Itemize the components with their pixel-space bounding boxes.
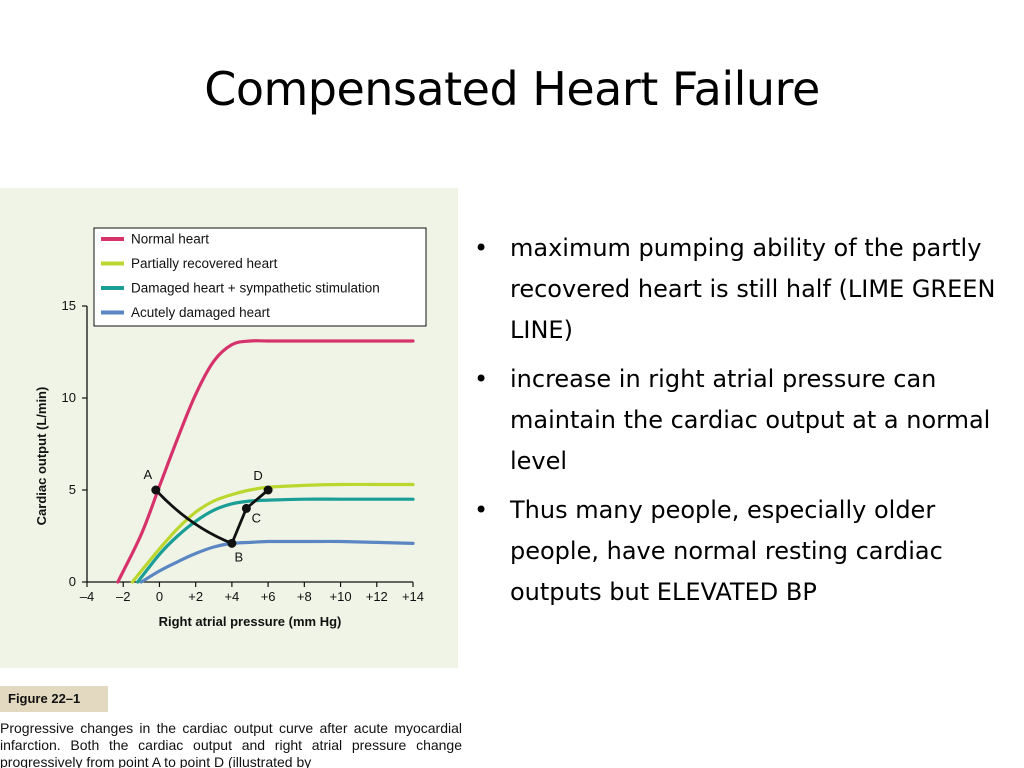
x-tick-label: +14 bbox=[402, 589, 424, 604]
path-point bbox=[151, 485, 161, 495]
x-tick-label: +4 bbox=[224, 589, 239, 604]
figure-panel: –4 –2 0 +2 +4 +6 +8 +10 +12 +14 0 5 10 15 Right atrial… bbox=[0, 188, 458, 668]
path-point bbox=[227, 538, 237, 548]
figure-caption: Progressive changes in the cardiac outpu… bbox=[0, 720, 462, 768]
bullet-item: • Thus many people, especially older peop… bbox=[470, 490, 1010, 613]
path-point-label: B bbox=[235, 549, 244, 564]
y-tick-label: 15 bbox=[62, 298, 76, 313]
chart-curves bbox=[116, 339, 415, 584]
x-tick-label: +6 bbox=[261, 589, 276, 604]
bullet-item: • increase in right atrial pressure can m… bbox=[470, 359, 1010, 482]
transition-path: A B C D bbox=[143, 467, 273, 564]
x-tick-label: +2 bbox=[188, 589, 203, 604]
chart-legend: Normal heart Partially recovered heart Dam… bbox=[93, 227, 427, 327]
bullet-dot-icon: • bbox=[474, 365, 489, 393]
y-tick-label: 10 bbox=[62, 390, 76, 405]
figure-tag: Figure 22–1 bbox=[0, 686, 108, 712]
x-tick-label: 0 bbox=[156, 589, 163, 604]
series-line bbox=[130, 482, 415, 584]
x-tick-label: –2 bbox=[116, 589, 130, 604]
bullet-text: Thus many people, especially older peopl… bbox=[510, 496, 943, 606]
series-line bbox=[136, 497, 415, 584]
x-tick-label: +8 bbox=[297, 589, 312, 604]
chart-axes: –4 –2 0 +2 +4 +6 +8 +10 +12 +14 0 5 10 15 Right atrial… bbox=[34, 298, 424, 629]
x-tick-label: +12 bbox=[366, 589, 388, 604]
bullet-dot-icon: • bbox=[474, 234, 489, 262]
y-axis-label: Cardiac output (L/min) bbox=[34, 387, 49, 526]
path-point bbox=[241, 503, 251, 513]
legend-label: Damaged heart + sympathetic stimulation bbox=[131, 281, 380, 296]
legend-box bbox=[93, 227, 427, 327]
bullet-text: increase in right atrial pressure can ma… bbox=[510, 365, 991, 475]
bullet-text: maximum pumping ability of the partly re… bbox=[510, 234, 996, 344]
path-point-label: D bbox=[253, 468, 262, 483]
cardiac-output-chart: –4 –2 0 +2 +4 +6 +8 +10 +12 +14 0 5 10 15 Right atrial… bbox=[34, 227, 427, 629]
x-axis-label: Right atrial pressure (mm Hg) bbox=[159, 614, 342, 629]
slide-title: Compensated Heart Failure bbox=[204, 62, 820, 116]
y-tick-label: 0 bbox=[69, 574, 76, 589]
bullet-list: • maximum pumping ability of the partly r… bbox=[470, 228, 1010, 621]
legend-label: Partially recovered heart bbox=[131, 256, 278, 271]
legend-label: Acutely damaged heart bbox=[131, 305, 270, 320]
path-point bbox=[263, 485, 273, 495]
x-tick-label: +10 bbox=[330, 589, 352, 604]
x-tick-label: –4 bbox=[80, 589, 94, 604]
bullet-dot-icon: • bbox=[474, 496, 489, 524]
bullet-item: • maximum pumping ability of the partly r… bbox=[470, 228, 1010, 351]
series-line bbox=[116, 339, 415, 584]
y-tick-label: 5 bbox=[69, 482, 76, 497]
series-line bbox=[139, 539, 415, 584]
legend-label: Normal heart bbox=[131, 232, 209, 247]
path-point-label: C bbox=[252, 510, 261, 525]
path-point-label: A bbox=[143, 467, 152, 482]
